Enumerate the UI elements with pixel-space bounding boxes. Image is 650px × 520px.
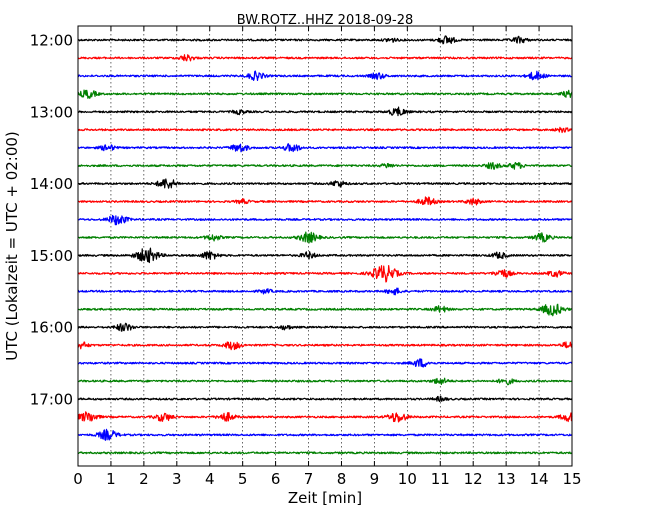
seismic-trace bbox=[77, 428, 573, 441]
seismic-trace bbox=[77, 126, 573, 134]
trace-group bbox=[77, 35, 573, 455]
grid-lines bbox=[110, 26, 540, 466]
y-axis-label: UTC (Lokalzeit = UTC + 02:00) bbox=[3, 131, 21, 361]
x-axis-label: Zeit [min] bbox=[288, 489, 362, 507]
x-tick-label: 12 bbox=[464, 470, 483, 488]
x-tick-label: 4 bbox=[205, 470, 215, 488]
seismic-trace bbox=[77, 143, 573, 153]
seismic-trace bbox=[77, 411, 573, 423]
x-tick-label: 15 bbox=[562, 470, 581, 488]
seismic-trace bbox=[77, 377, 573, 386]
y-tick-label: 12:00 bbox=[30, 32, 73, 50]
y-tick-label: 14:00 bbox=[30, 175, 73, 193]
seismic-trace bbox=[77, 395, 573, 403]
seismic-trace bbox=[77, 35, 573, 45]
y-tick-label: 13:00 bbox=[30, 103, 73, 121]
seismic-trace bbox=[77, 106, 573, 117]
seismic-trace bbox=[77, 358, 573, 368]
x-tick-label: 3 bbox=[172, 470, 182, 488]
x-tick-label: 9 bbox=[370, 470, 380, 488]
seismic-trace bbox=[77, 451, 573, 455]
y-tick-label: 15:00 bbox=[30, 247, 73, 265]
x-tick-label: 11 bbox=[431, 470, 450, 488]
x-tick-label: 0 bbox=[73, 470, 83, 488]
seismic-trace bbox=[77, 303, 573, 317]
plot-frame bbox=[77, 25, 573, 467]
x-tick-label: 1 bbox=[106, 470, 116, 488]
seismic-trace bbox=[77, 178, 573, 189]
y-tick-label: 16:00 bbox=[30, 319, 73, 337]
seismic-trace bbox=[77, 214, 573, 226]
x-tick-label: 2 bbox=[139, 470, 149, 488]
seismic-trace bbox=[77, 341, 573, 351]
seismic-trace bbox=[77, 161, 573, 171]
seismic-trace bbox=[77, 70, 573, 82]
seismic-trace bbox=[77, 265, 573, 283]
seismic-trace bbox=[77, 287, 573, 296]
seismic-trace bbox=[77, 322, 573, 332]
seismic-trace bbox=[77, 196, 573, 206]
x-tick-label: 7 bbox=[304, 470, 314, 488]
x-tick-label: 6 bbox=[271, 470, 281, 488]
x-tick-label: 13 bbox=[497, 470, 516, 488]
seismic-trace bbox=[77, 89, 573, 99]
x-tick-label: 5 bbox=[238, 470, 248, 488]
x-tick-label: 8 bbox=[337, 470, 347, 488]
x-tick-label: 10 bbox=[398, 470, 417, 488]
x-tick-label: 14 bbox=[530, 470, 549, 488]
x-axis-ticks: 0 1 2 3 4 5 6 7 8 9 10 11 12 13 14 15 bbox=[73, 26, 582, 488]
seismic-trace bbox=[77, 231, 573, 244]
seismic-trace bbox=[77, 247, 573, 264]
y-tick-label: 17:00 bbox=[30, 391, 73, 409]
y-axis-ticks: 12:00 13:00 14:00 15:00 16:00 17:00 bbox=[30, 32, 572, 409]
chart-title: BW.ROTZ..HHZ 2018-09-28 bbox=[237, 13, 413, 28]
seismic-trace bbox=[77, 54, 573, 62]
